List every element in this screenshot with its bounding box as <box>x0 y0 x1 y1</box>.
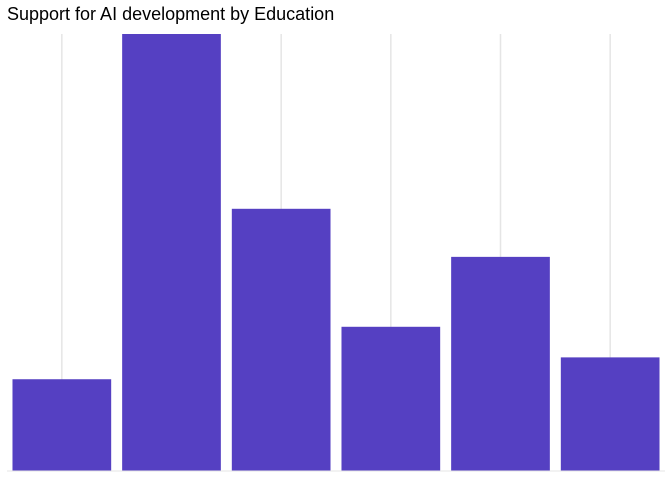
bar-5 <box>560 357 660 471</box>
bar-0 <box>12 379 112 471</box>
bar-4 <box>451 256 550 471</box>
bar-3 <box>341 326 441 471</box>
chart-title: Support for AI development by Education <box>7 4 335 24</box>
bars <box>12 34 660 472</box>
bar-1 <box>122 34 221 471</box>
bar-2 <box>231 208 331 472</box>
